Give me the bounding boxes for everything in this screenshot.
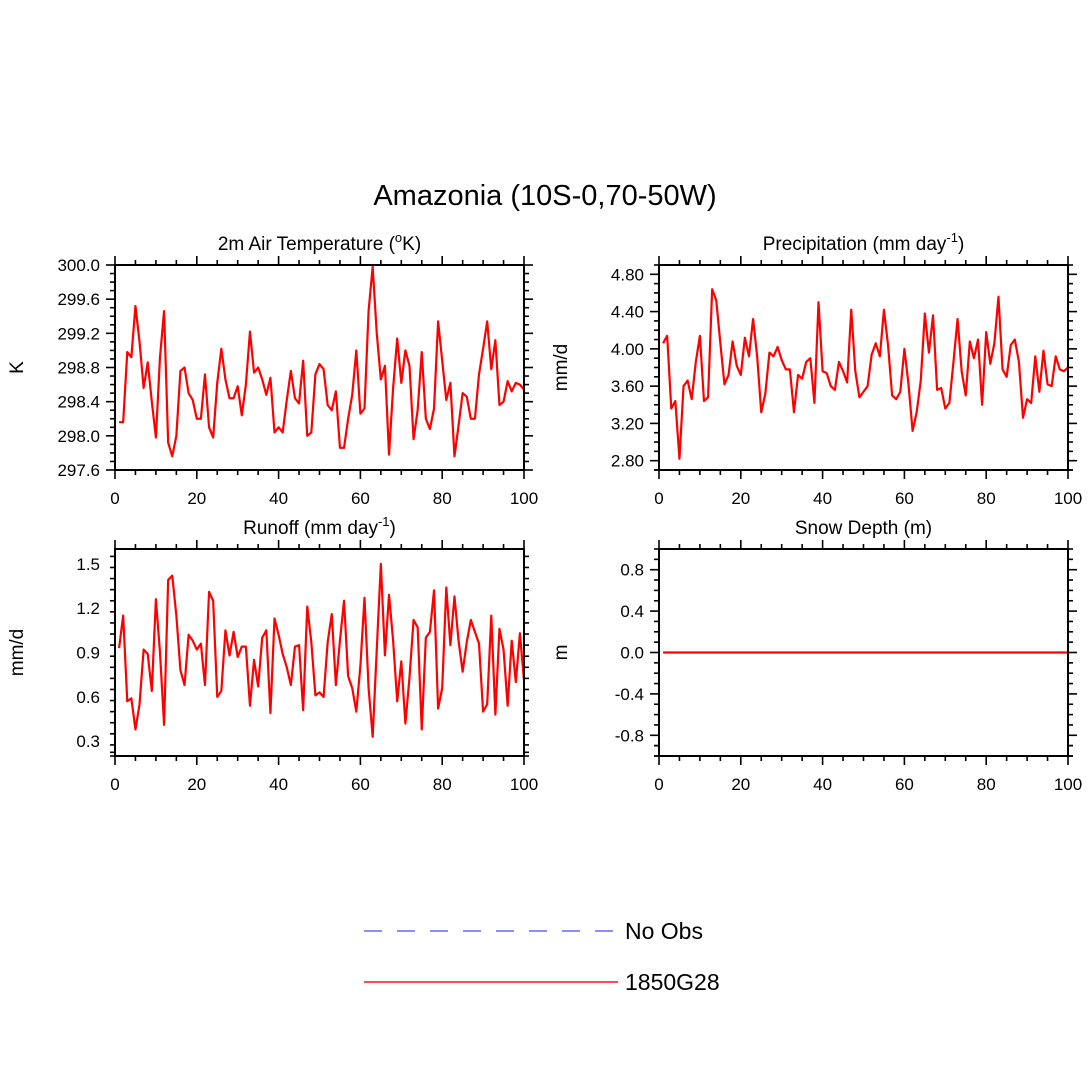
y-tick-label-precipitation: 4.40 bbox=[611, 303, 644, 322]
y-tick-label-precipitation: 4.80 bbox=[611, 265, 644, 284]
x-tick-label-temperature: 80 bbox=[433, 489, 452, 508]
x-tick-label-temperature: 0 bbox=[110, 489, 119, 508]
y-tick-label-runoff: 0.3 bbox=[76, 732, 100, 751]
y-tick-label-precipitation: 3.20 bbox=[611, 414, 644, 433]
y-tick-label-snow: -0.8 bbox=[615, 726, 644, 745]
series-line-temperature bbox=[119, 265, 525, 458]
panel-temperature: 2m Air Temperature (oK) 0 20 40 60 80 100 297.6… bbox=[7, 230, 538, 508]
y-axis-label-temperature: K bbox=[7, 361, 28, 374]
y-tick-label-precipitation: 4.00 bbox=[611, 340, 644, 359]
y-tick-label-runoff: 1.5 bbox=[76, 555, 100, 574]
legend: No Obs 1850G28 bbox=[364, 918, 720, 995]
x-tick-label-precipitation: 80 bbox=[977, 489, 996, 508]
x-tick-label-temperature: 20 bbox=[187, 489, 206, 508]
y-tick-label-runoff: 0.6 bbox=[76, 688, 100, 707]
x-tick-label-runoff: 60 bbox=[351, 775, 370, 794]
x-tick-label-runoff: 0 bbox=[110, 775, 119, 794]
y-tick-label-snow: 0.4 bbox=[620, 602, 644, 621]
panel-runoff: Runoff (mm day-1) 0 20 40 60 80 100 0.3 0.6 0.9 1.… bbox=[7, 514, 538, 794]
x-tick-label-snow: 20 bbox=[731, 775, 750, 794]
x-tick-label-precipitation: 60 bbox=[895, 489, 914, 508]
y-tick-label-temperature: 299.6 bbox=[57, 290, 100, 309]
panel-title-runoff: Runoff (mm day-1) bbox=[243, 514, 396, 539]
y-tick-label-precipitation: 3.60 bbox=[611, 377, 644, 396]
y-tick-label-temperature: 298.4 bbox=[57, 393, 100, 412]
y-tick-label-snow: -0.4 bbox=[615, 685, 644, 704]
panel-precipitation: Precipitation (mm day-1) 0 20 40 60 80 100 2.80… bbox=[551, 230, 1082, 508]
x-tick-label-runoff: 40 bbox=[269, 775, 288, 794]
x-tick-label-runoff: 20 bbox=[187, 775, 206, 794]
panel-snow: Snow Depth (m) 0 20 40 60 80 100 -0.8 -0.4 0.0 0.4… bbox=[551, 518, 1082, 794]
y-tick-label-temperature: 298.0 bbox=[57, 427, 100, 446]
plot-frame-precipitation bbox=[658, 264, 1069, 471]
x-tick-label-snow: 100 bbox=[1054, 775, 1082, 794]
x-tick-label-precipitation: 0 bbox=[654, 489, 663, 508]
panel-title-temperature: 2m Air Temperature (oK) bbox=[218, 230, 421, 255]
plot-frame-runoff bbox=[114, 548, 525, 757]
panel-title-snow: Snow Depth (m) bbox=[795, 518, 932, 539]
x-tick-label-snow: 40 bbox=[813, 775, 832, 794]
series-line-precipitation bbox=[662, 288, 1069, 460]
x-tick-label-precipitation: 100 bbox=[1054, 489, 1082, 508]
x-tick-label-snow: 60 bbox=[895, 775, 914, 794]
x-tick-label-runoff: 100 bbox=[510, 775, 538, 794]
x-tick-label-snow: 80 bbox=[977, 775, 996, 794]
y-axis-label-runoff: mm/d bbox=[7, 629, 28, 677]
x-tick-label-temperature: 40 bbox=[269, 489, 288, 508]
x-tick-label-precipitation: 20 bbox=[731, 489, 750, 508]
y-tick-label-snow: 0.0 bbox=[620, 644, 644, 663]
x-tick-label-temperature: 100 bbox=[510, 489, 538, 508]
legend-label-1: 1850G28 bbox=[625, 969, 720, 995]
series-line-runoff bbox=[117, 562, 526, 738]
y-tick-label-temperature: 297.6 bbox=[57, 461, 100, 480]
x-tick-label-snow: 0 bbox=[654, 775, 663, 794]
figure-title: Amazonia (10S-0,70-50W) bbox=[373, 180, 716, 212]
y-tick-label-runoff: 0.9 bbox=[76, 644, 100, 663]
x-tick-label-runoff: 80 bbox=[433, 775, 452, 794]
y-tick-label-temperature: 298.8 bbox=[57, 359, 100, 378]
y-tick-label-precipitation: 2.80 bbox=[611, 452, 644, 471]
x-tick-label-precipitation: 40 bbox=[813, 489, 832, 508]
y-axis-label-snow: m bbox=[551, 645, 572, 661]
y-tick-label-temperature: 299.2 bbox=[57, 324, 100, 343]
y-tick-label-snow: 0.8 bbox=[620, 561, 644, 580]
legend-label-0: No Obs bbox=[625, 918, 703, 944]
y-tick-label-temperature: 300.0 bbox=[57, 256, 100, 275]
panels: 2m Air Temperature (oK) 0 20 40 60 80 100 297.6… bbox=[7, 230, 1082, 794]
x-tick-label-temperature: 60 bbox=[351, 489, 370, 508]
y-tick-label-runoff: 1.2 bbox=[76, 599, 100, 618]
panel-title-precipitation: Precipitation (mm day-1) bbox=[763, 230, 965, 255]
y-axis-label-precipitation: mm/d bbox=[551, 344, 572, 392]
